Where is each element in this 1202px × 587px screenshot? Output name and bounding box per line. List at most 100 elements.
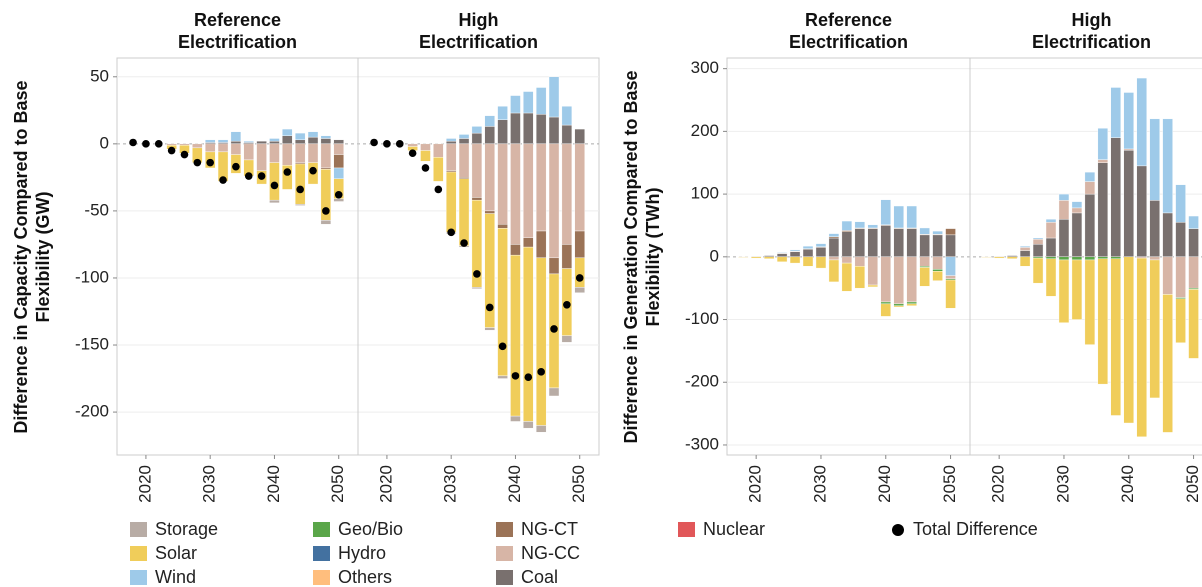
legend-label: Coal <box>521 567 558 587</box>
bar-segment <box>294 132 306 141</box>
bar-segment <box>854 266 866 289</box>
bar-segment <box>1084 181 1096 195</box>
bar-segment <box>307 143 319 163</box>
x-tick-label: 2040 <box>875 465 894 503</box>
bar-segment <box>1045 258 1057 297</box>
bar-segment <box>815 256 827 269</box>
bar-segment <box>1071 256 1083 261</box>
total-dot <box>550 325 558 333</box>
bar-segment <box>750 256 762 259</box>
bar-segment <box>458 134 470 139</box>
bar-segment <box>932 230 943 235</box>
bar-segment <box>574 257 585 288</box>
bar-segment <box>166 143 177 146</box>
bar-segment <box>561 335 573 343</box>
bar-segment <box>841 220 853 231</box>
bar-segment <box>282 143 293 166</box>
bar-segment <box>230 131 242 142</box>
bar-segment <box>981 256 992 258</box>
bar-segment <box>880 301 891 305</box>
bar-segment <box>945 228 956 236</box>
bar-segment <box>1097 162 1109 258</box>
x-tick-label: 2050 <box>1183 465 1202 503</box>
bar-segment <box>1071 201 1083 209</box>
total-dot <box>296 185 304 194</box>
bar-segment <box>1019 256 1031 267</box>
y-tick-label: 200 <box>691 121 719 140</box>
bar-segment <box>561 106 573 126</box>
bar-segment <box>789 249 801 252</box>
bar-segment <box>523 237 534 248</box>
legend-label: Others <box>338 567 392 587</box>
bar-segment <box>256 140 267 145</box>
bar-segment <box>561 143 573 245</box>
bar-segment <box>574 287 585 293</box>
y-tick-label: -150 <box>75 335 109 354</box>
bar-segment <box>535 425 547 433</box>
bar-segment <box>828 256 840 261</box>
bar-segment <box>1162 256 1173 295</box>
bar-segment <box>179 143 190 146</box>
total-dot <box>473 270 481 278</box>
bar-segment <box>282 135 293 145</box>
bar-segment <box>294 139 306 145</box>
total-dot <box>460 239 468 247</box>
bar-segment <box>893 303 904 306</box>
y-axis-label: Difference in Capacity Compared to Base … <box>11 79 53 434</box>
bar-segment <box>333 154 344 169</box>
bar-segment <box>880 225 891 258</box>
bar-segment <box>1149 256 1160 261</box>
bar-segment <box>497 228 508 377</box>
bar-segment <box>535 143 547 232</box>
bar-segment <box>458 177 470 179</box>
bar-segment <box>1032 257 1044 284</box>
bar-segment <box>1188 215 1199 229</box>
bar-segment <box>1188 228 1199 258</box>
bar-segment <box>471 126 483 134</box>
bar-segment <box>776 252 788 254</box>
facet-title: High Electrification <box>418 10 539 52</box>
legend-swatch <box>892 524 904 536</box>
legend-label: Storage <box>155 519 218 539</box>
total-dot <box>408 149 417 158</box>
y-tick-label: 0 <box>710 246 719 265</box>
legend-label: Solar <box>155 543 197 563</box>
bar-segment <box>1110 256 1122 259</box>
bar-segment <box>1149 200 1160 258</box>
bar-segment <box>1058 259 1070 323</box>
total-dot <box>193 158 202 167</box>
bar-segment <box>535 87 547 115</box>
x-tick-label: 2020 <box>135 465 154 503</box>
bar-segment <box>510 112 521 145</box>
bar-segment <box>776 256 788 263</box>
bar-segment <box>1058 200 1070 220</box>
bar-segment <box>1084 193 1096 258</box>
total-dot <box>322 207 330 215</box>
facet-title: High Electrification <box>1031 10 1152 52</box>
bar-segment <box>269 140 280 145</box>
bar-segment <box>471 197 483 201</box>
x-tick-label: 2030 <box>810 465 829 503</box>
bar-segment <box>574 143 585 232</box>
bar-segment <box>445 138 457 142</box>
bar-segment <box>230 140 242 145</box>
bar-segment <box>841 262 853 292</box>
bar-segment <box>906 205 917 229</box>
bar-segment <box>1032 237 1044 240</box>
total-dot <box>334 191 343 199</box>
y-axis-label: Difference in Generation Compared to Bas… <box>621 69 663 444</box>
bar-segment <box>867 228 878 258</box>
bar-segment <box>1058 256 1070 261</box>
bar-segment <box>523 91 534 114</box>
total-dot <box>219 176 227 184</box>
x-tick-label: 2040 <box>1118 465 1137 503</box>
y-tick-label: -300 <box>685 434 719 453</box>
bar-segment <box>217 139 229 143</box>
bar-segment <box>320 138 332 145</box>
bar-segment <box>333 139 344 145</box>
bar-segment <box>1045 222 1057 239</box>
bar-segment <box>932 234 943 258</box>
bar-segment <box>1097 159 1109 163</box>
bar-segment <box>294 162 306 165</box>
bar-segment <box>893 305 904 308</box>
